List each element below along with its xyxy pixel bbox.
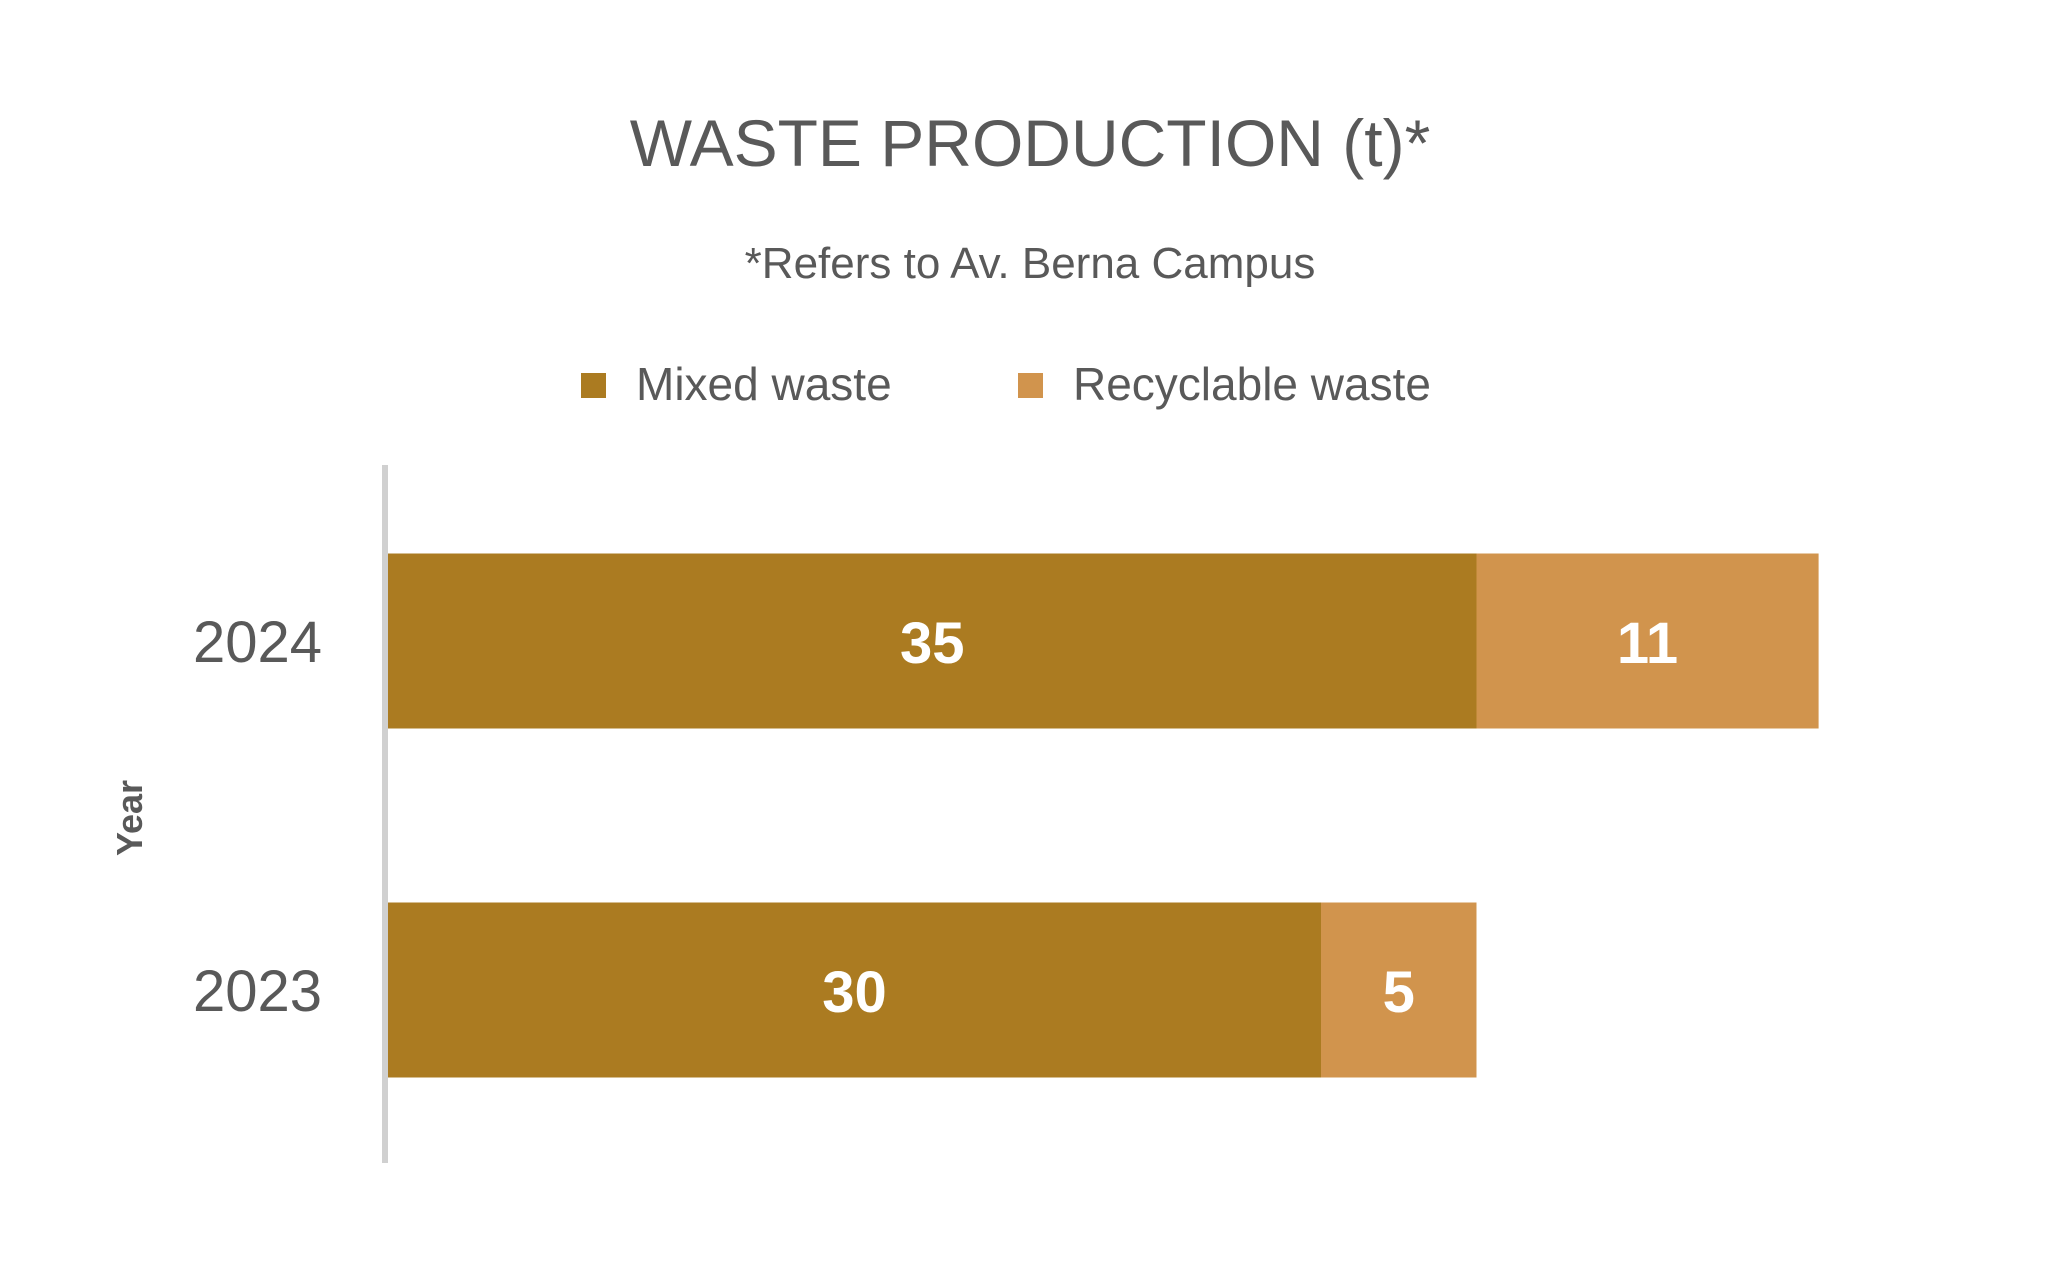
data-label-recyclable-waste-2023: 5: [1383, 960, 1415, 1025]
bar-mixed-waste-2023: [388, 902, 1321, 1078]
data-label-mixed-waste-2023: 30: [822, 960, 887, 1025]
chart-legend: Mixed waste Recyclable waste: [581, 358, 1431, 410]
legend-swatch-mixed-waste: [581, 373, 606, 398]
bar-recyclable-waste-2024: [1476, 553, 1819, 729]
y-axis-title: Year: [109, 780, 150, 856]
legend-label-recyclable-waste: Recyclable waste: [1073, 358, 1431, 410]
data-label-recyclable-waste-2024: 11: [1617, 611, 1678, 676]
legend-swatch-recyclable-waste: [1018, 373, 1043, 398]
bars-group: 2024 35 11 2023 30 5: [193, 553, 1819, 1078]
chart-subtitle: *Refers to Av. Berna Campus: [745, 239, 1316, 288]
legend-label-mixed-waste: Mixed waste: [636, 358, 892, 410]
chart-title: WASTE PRODUCTION (t)*: [630, 106, 1431, 180]
y-tick-label-2023: 2023: [193, 959, 322, 1024]
bar-mixed-waste-2024: [388, 553, 1477, 729]
data-label-mixed-waste-2024: 35: [900, 611, 965, 676]
y-tick-label-2024: 2024: [193, 610, 322, 675]
bar-recyclable-waste-2023: [1321, 902, 1477, 1078]
